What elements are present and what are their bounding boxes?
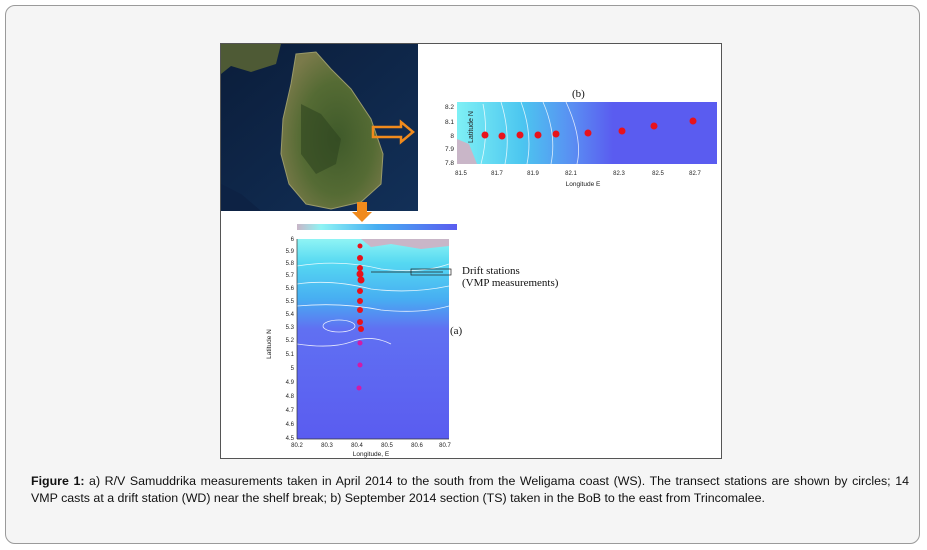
panel-b-label: (b) bbox=[572, 88, 585, 100]
panel-b-xtick: 82.1 bbox=[565, 171, 577, 177]
panel-b-xtick: 82.5 bbox=[652, 171, 664, 177]
panel-b-ytick: 7.9 bbox=[445, 146, 454, 153]
color-scale bbox=[297, 224, 457, 230]
caption-label: Figure 1: bbox=[31, 474, 85, 488]
panel-b-ytick: 8.2 bbox=[445, 104, 454, 111]
panel-a-xlabel: Longitude, E bbox=[353, 451, 390, 458]
panel-a-ytick: 4.9 bbox=[286, 380, 295, 386]
panel-b: (b) Latitude N 8.2 8.1 8 7.9 7.8 bbox=[445, 88, 717, 188]
panel-a-xtick: 80.5 bbox=[381, 443, 393, 449]
caption-text: a) R/V Samuddrika measurements taken in … bbox=[31, 474, 909, 505]
station-dot bbox=[481, 131, 489, 139]
station-dot bbox=[552, 130, 560, 138]
station-dot bbox=[618, 127, 626, 135]
station-dot bbox=[534, 131, 542, 139]
panel-a-ytick: 4.6 bbox=[286, 422, 295, 428]
panel-a-label: (a) bbox=[450, 325, 463, 337]
panel-b-ytick: 8 bbox=[450, 133, 454, 140]
panel-a-ytick: 5.2 bbox=[286, 338, 295, 344]
panel-a-ytick: 4.5 bbox=[286, 436, 295, 442]
station-dot bbox=[516, 131, 524, 139]
figure-card: (b) Latitude N 8.2 8.1 8 7.9 7.8 bbox=[5, 5, 920, 544]
panel-a-ytick: 5.4 bbox=[286, 312, 295, 318]
panel-a-xtick: 80.3 bbox=[321, 443, 333, 449]
panel-a-xtick: 80.2 bbox=[291, 443, 303, 449]
vmp-measurements-label: (VMP measurements) bbox=[462, 277, 559, 289]
station-dot bbox=[356, 385, 362, 391]
figure-graphic: (b) Latitude N 8.2 8.1 8 7.9 7.8 bbox=[221, 44, 717, 458]
arrow-to-a-icon bbox=[352, 202, 372, 222]
station-dot bbox=[357, 340, 363, 346]
arrow-to-b-icon bbox=[371, 119, 415, 145]
station-dot bbox=[498, 132, 506, 140]
panel-a-ytick: 4.8 bbox=[286, 394, 295, 400]
panel-a-ytick: 5.3 bbox=[286, 325, 295, 331]
station-dot bbox=[357, 298, 363, 304]
panel-a: 6 5.9 5.8 5.7 5.6 5.5 5.4 5.3 5.2 5.1 5 … bbox=[266, 224, 559, 458]
panel-a-ytick: 5.6 bbox=[286, 286, 295, 292]
figure-caption: Figure 1: a) R/V Samuddrika measurements… bbox=[31, 473, 909, 507]
figure-image: (b) Latitude N 8.2 8.1 8 7.9 7.8 bbox=[220, 43, 722, 459]
panel-b-ytick: 7.8 bbox=[445, 160, 454, 167]
panel-a-xtick: 80.4 bbox=[351, 443, 363, 449]
panel-a-ytick: 5.1 bbox=[286, 352, 295, 358]
station-dot bbox=[357, 319, 363, 325]
panel-b-xtick: 81.5 bbox=[455, 171, 467, 177]
station-dot bbox=[357, 362, 363, 368]
panel-b-xlabel: Longitude E bbox=[566, 181, 601, 188]
panel-b-stations bbox=[481, 117, 697, 140]
panel-b-xtick: 82.3 bbox=[613, 171, 625, 177]
station-dot bbox=[357, 276, 365, 284]
panel-b-xtick: 81.9 bbox=[527, 171, 539, 177]
panel-a-stations bbox=[356, 243, 365, 391]
panel-a-ytick: 5.8 bbox=[286, 261, 295, 267]
station-dot bbox=[650, 122, 658, 130]
panel-a-ytick: 5.7 bbox=[286, 273, 295, 279]
station-dot bbox=[358, 326, 364, 332]
panel-a-xtick: 80.7 bbox=[439, 443, 451, 449]
panel-a-ytick: 6 bbox=[291, 237, 295, 243]
panel-a-xtick: 80.6 bbox=[411, 443, 423, 449]
station-dot bbox=[584, 129, 592, 137]
station-dot bbox=[357, 243, 363, 249]
panel-a-ytick: 5.9 bbox=[286, 249, 295, 255]
station-dot bbox=[357, 255, 363, 261]
station-dot bbox=[357, 265, 363, 271]
panel-b-ytick: 8.1 bbox=[445, 119, 454, 126]
panel-b-ylabel: Latitude N bbox=[468, 111, 475, 143]
station-dot bbox=[689, 117, 697, 125]
drift-stations-label: Drift stations bbox=[462, 265, 520, 277]
panel-a-ytick: 5 bbox=[291, 366, 295, 372]
panel-a-ylabel: Latitude N bbox=[266, 329, 273, 359]
station-dot bbox=[356, 270, 364, 278]
panel-a-ytick: 5.5 bbox=[286, 299, 295, 305]
panel-b-xtick: 82.7 bbox=[689, 171, 701, 177]
station-dot bbox=[357, 307, 363, 313]
station-dot bbox=[357, 288, 363, 294]
panel-a-ytick: 4.7 bbox=[286, 408, 295, 414]
panel-b-xtick: 81.7 bbox=[491, 171, 503, 177]
